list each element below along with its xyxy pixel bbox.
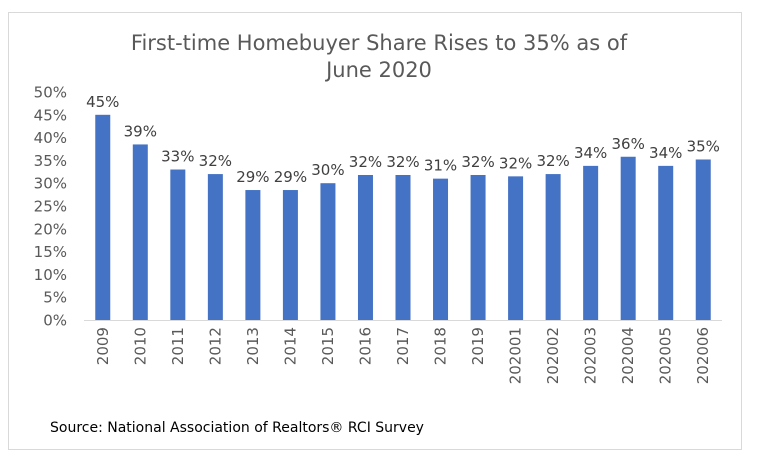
bar [132,144,148,320]
y-tick-label: 45% [34,106,67,124]
y-tick-label: 25% [34,198,67,216]
bar [620,156,636,320]
bar [433,178,449,320]
data-label: 31% [424,157,457,175]
bar [395,174,411,320]
bar [695,159,711,320]
bar [508,176,524,320]
bar [95,114,111,320]
y-tick-label: 10% [34,266,67,284]
y-tick-label: 35% [34,152,67,170]
data-label: 32% [461,153,494,171]
x-tick-label: 202006 [694,327,712,384]
y-tick-label: 30% [34,175,67,193]
x-tick-label: 2011 [169,327,187,365]
data-label: 35% [687,137,720,155]
x-tick-label: 2018 [432,327,450,365]
x-tick-label: 2010 [131,327,149,365]
y-tick-label: 50% [34,84,67,102]
bar [658,165,674,320]
x-tick-label: 2012 [206,327,224,365]
bar [245,190,261,320]
x-tick-label: 2019 [469,327,487,365]
bar [357,174,373,320]
data-label: 36% [612,135,645,153]
x-tick-label: 2009 [94,327,112,365]
y-tick-label: 15% [34,243,67,261]
chart-title: First-time Homebuyer Share Rises to 35% … [0,30,758,84]
chart-title-line-1: First-time Homebuyer Share Rises to 35% … [130,31,628,55]
x-tick-label: 2014 [281,327,299,365]
y-tick-label: 5% [43,289,67,307]
x-tick-label: 202002 [544,327,562,384]
bar [170,169,186,320]
bar [545,174,561,320]
data-label: 32% [349,153,382,171]
x-tick-label: 2016 [356,327,374,365]
data-label: 34% [574,144,607,162]
data-label: 32% [386,153,419,171]
data-label: 30% [311,161,344,179]
data-label: 33% [161,148,194,166]
data-label: 34% [649,144,682,162]
x-tick-label: 2017 [394,327,412,365]
x-tick-label: 2015 [319,327,337,365]
data-label: 45% [86,93,119,111]
bar [470,174,486,320]
data-label: 32% [536,152,569,170]
chart-frame [8,12,742,450]
data-label: 29% [274,168,307,186]
data-label: 39% [124,122,157,140]
x-tick-label: 202005 [657,327,675,384]
bar [282,190,298,320]
y-tick-label: 20% [34,220,67,238]
data-label: 29% [236,168,269,186]
bar [320,183,336,320]
x-tick-label: 202004 [619,327,637,384]
x-tick-label: 202001 [507,327,525,384]
x-tick-label: 202003 [582,327,600,384]
bar [583,165,599,320]
source-note: Source: National Association of Realtors… [50,420,424,436]
data-label: 32% [499,154,532,172]
y-tick-label: 40% [34,129,67,147]
x-tick-label: 2013 [244,327,262,365]
data-label: 32% [199,152,232,170]
bar [207,174,223,320]
y-tick-label: 0% [43,312,67,330]
chart-title-line-2: June 2020 [326,58,432,82]
